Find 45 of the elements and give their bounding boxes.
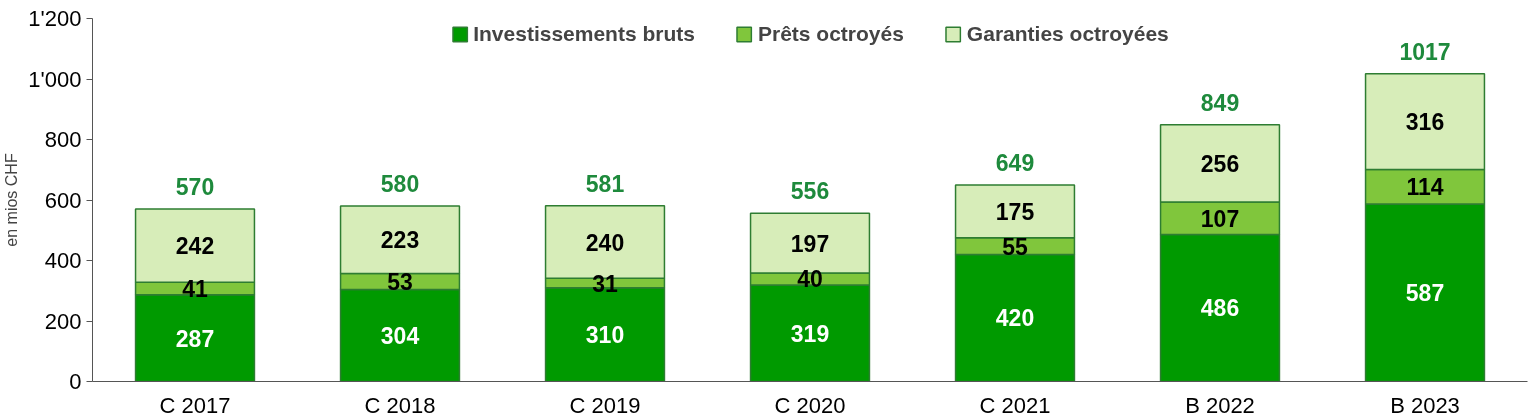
data-label: 175 — [995, 198, 1035, 225]
data-label: 107 — [1200, 205, 1240, 232]
y-tick-label: 1'200 — [28, 6, 82, 31]
data-label: 53 — [387, 269, 413, 296]
data-label: 287 — [175, 325, 215, 352]
y-tick-label: 200 — [44, 308, 82, 334]
data-label: 319 — [790, 320, 830, 347]
total-label: 581 — [585, 170, 625, 197]
data-label: 41 — [182, 275, 208, 302]
x-tick-label: C 2018 — [364, 392, 436, 418]
data-label: 223 — [380, 227, 420, 254]
data-label: 587 — [1405, 280, 1445, 307]
total-label: 849 — [1200, 89, 1240, 116]
data-label: 40 — [797, 266, 823, 293]
x-tick-label: C 2019 — [569, 392, 641, 418]
data-label: 304 — [380, 323, 420, 350]
total-label: 570 — [175, 174, 215, 201]
x-tick-label: C 2017 — [159, 392, 231, 418]
x-tick-label: C 2021 — [979, 392, 1051, 418]
total-label: 580 — [380, 171, 420, 198]
y-tick-label: 800 — [44, 127, 82, 152]
data-label: 114 — [1406, 174, 1444, 201]
legend-label: Prêts octroyés — [757, 22, 904, 46]
total-label: 1017 — [1399, 38, 1451, 65]
total-label: 556 — [790, 178, 830, 205]
y-tick-label: 1'000 — [28, 66, 82, 92]
data-label: 256 — [1200, 150, 1240, 177]
legend-label: Investissements bruts — [473, 22, 695, 46]
data-label: 310 — [585, 322, 625, 349]
y-tick-label: 400 — [44, 248, 82, 273]
data-label: 55 — [1002, 233, 1028, 260]
data-label: 197 — [790, 230, 830, 257]
y-tick-label: 0 — [69, 369, 82, 394]
x-tick-label: B 2022 — [1185, 392, 1255, 418]
total-label: 649 — [995, 149, 1035, 176]
y-tick-label: 600 — [44, 187, 82, 213]
legend-label: Garanties octroyées — [966, 22, 1169, 46]
x-tick-label: C 2020 — [774, 392, 846, 418]
y-axis-title: en mios CHF — [3, 153, 21, 247]
data-label: 242 — [175, 233, 215, 260]
x-tick-label: B 2023 — [1390, 392, 1460, 418]
data-label: 316 — [1405, 109, 1445, 136]
data-label: 486 — [1200, 295, 1240, 322]
data-label: 240 — [585, 229, 625, 256]
data-label: 420 — [995, 305, 1035, 332]
